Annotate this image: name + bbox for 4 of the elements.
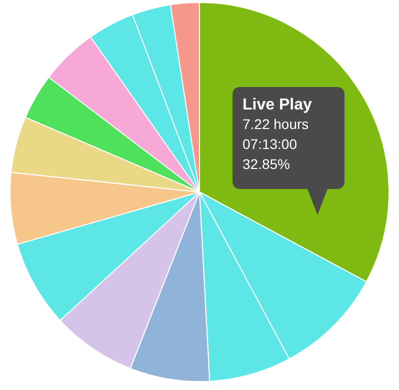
data-label: 32.85% — [242, 156, 290, 172]
slice-label: Live Play — [242, 96, 312, 114]
text: 7.22 hours — [242, 116, 309, 132]
text: 07:13:00 — [242, 136, 298, 152]
